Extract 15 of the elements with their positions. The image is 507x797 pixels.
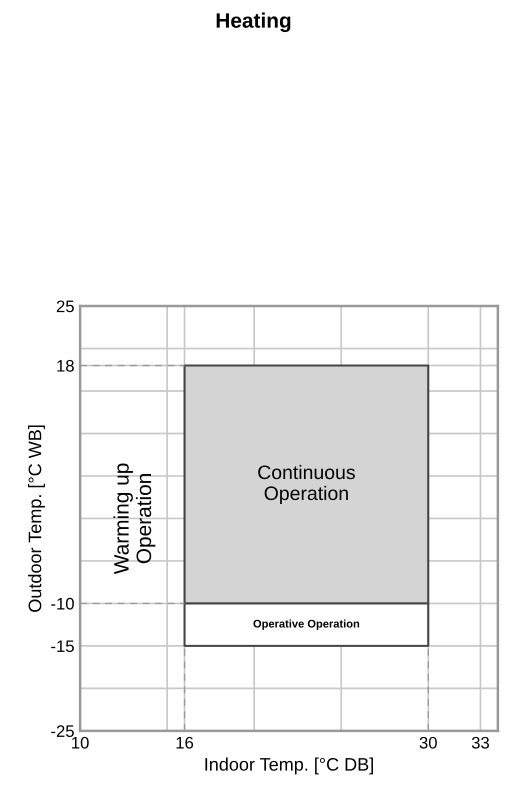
y-tick-label: -25 [51,725,74,738]
y-tick-label: -10 [51,598,74,610]
x-tick-label: 16 [176,736,194,749]
x-axis-title: Indoor Temp. [°C DB] [205,757,373,774]
y-tick-label: 18 [57,360,74,372]
x-tick-label: 33 [472,736,490,749]
x-tick-label: 30 [420,736,437,749]
y-tick-label: 25 [56,300,74,312]
chart-title: Heating [216,12,290,32]
y-tick-label: -15 [51,640,74,652]
series-label: Continuous Operation [258,464,355,504]
annotation: Warming up Operation [113,464,156,574]
x-tick-label: 10 [72,736,89,749]
series-label: Operative Operation [253,619,360,630]
y-axis-title: Outdoor Temp. [°C WB] [28,425,45,612]
